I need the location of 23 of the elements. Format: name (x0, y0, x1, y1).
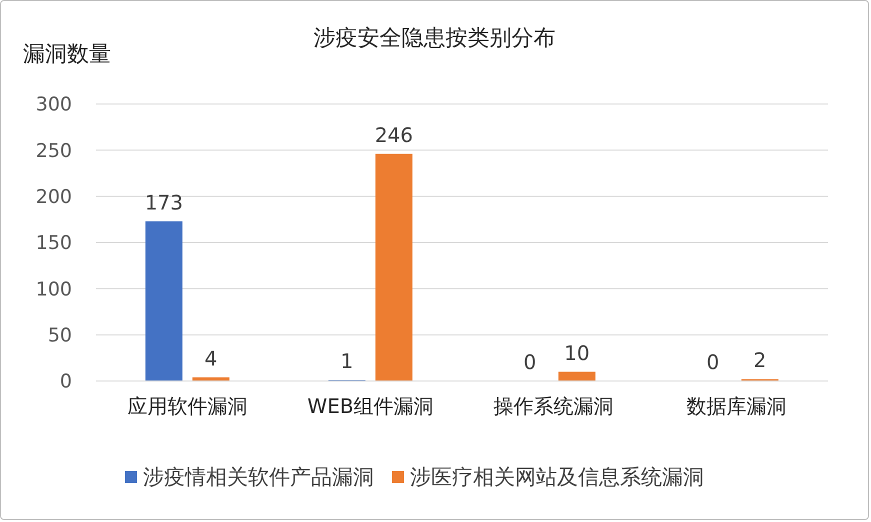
legend-label: 涉医疗相关网站及信息系统漏洞 (409, 464, 704, 491)
data-label: 246 (374, 122, 414, 147)
data-label: 0 (706, 350, 720, 374)
y-axis-title: 漏洞数量 (23, 41, 111, 69)
y-tick-label: 50 (48, 324, 72, 347)
y-tick-label: 0 (60, 370, 72, 393)
data-label: 4 (204, 346, 218, 370)
data-label: 1 (340, 349, 354, 374)
chart-title: 涉疫安全隐患按类别分布 (314, 26, 556, 51)
data-label: 173 (144, 190, 184, 214)
y-tick-label: 100 (36, 278, 72, 300)
y-tick-label: 200 (36, 186, 72, 208)
y-tick-label: 250 (36, 140, 72, 162)
x-tick-label: 数据库漏洞 (686, 394, 786, 418)
x-tick-label: WEB组件漏洞 (307, 394, 434, 418)
x-tick-label: 应用软件漏洞 (128, 394, 248, 418)
x-tick-label: 操作系统漏洞 (494, 394, 614, 418)
data-label: 2 (754, 348, 766, 372)
data-label: 0 (524, 350, 536, 374)
y-tick-label: 150 (36, 232, 72, 254)
data-label: 10 (564, 340, 590, 365)
y-tick-label: 300 (36, 94, 72, 116)
legend-label: 涉疫情相关软件产品漏洞 (142, 464, 374, 491)
